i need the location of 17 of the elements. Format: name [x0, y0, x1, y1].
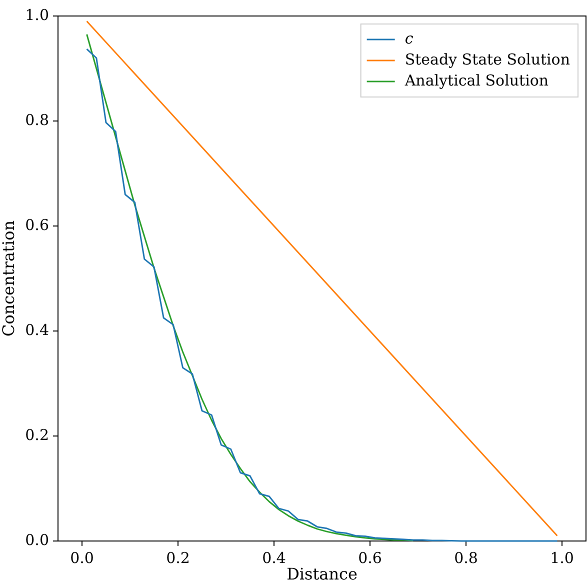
legend-label: Steady State Solution	[404, 50, 570, 68]
y-tick-label: 0.8	[25, 110, 49, 129]
x-tick-label: 0.2	[166, 548, 190, 567]
x-tick-label: 0.0	[70, 548, 94, 567]
y-tick-label: 0.0	[25, 530, 49, 549]
x-tick-label: 1.0	[550, 548, 574, 567]
x-tick-label: 0.8	[454, 548, 478, 567]
x-axis-title: Distance	[286, 564, 358, 584]
y-axis-title: Concentration	[0, 220, 18, 337]
y-tick-label: 0.4	[25, 320, 49, 339]
x-tick-label: 0.4	[262, 548, 286, 567]
y-tick-label: 1.0	[25, 6, 49, 24]
y-tick-label: 0.6	[25, 216, 49, 234]
y-tick-label: 0.2	[25, 426, 49, 444]
x-tick-label: 0.6	[358, 548, 382, 567]
legend-label: Analytical Solution	[404, 71, 549, 90]
legend-label: c	[404, 29, 414, 48]
